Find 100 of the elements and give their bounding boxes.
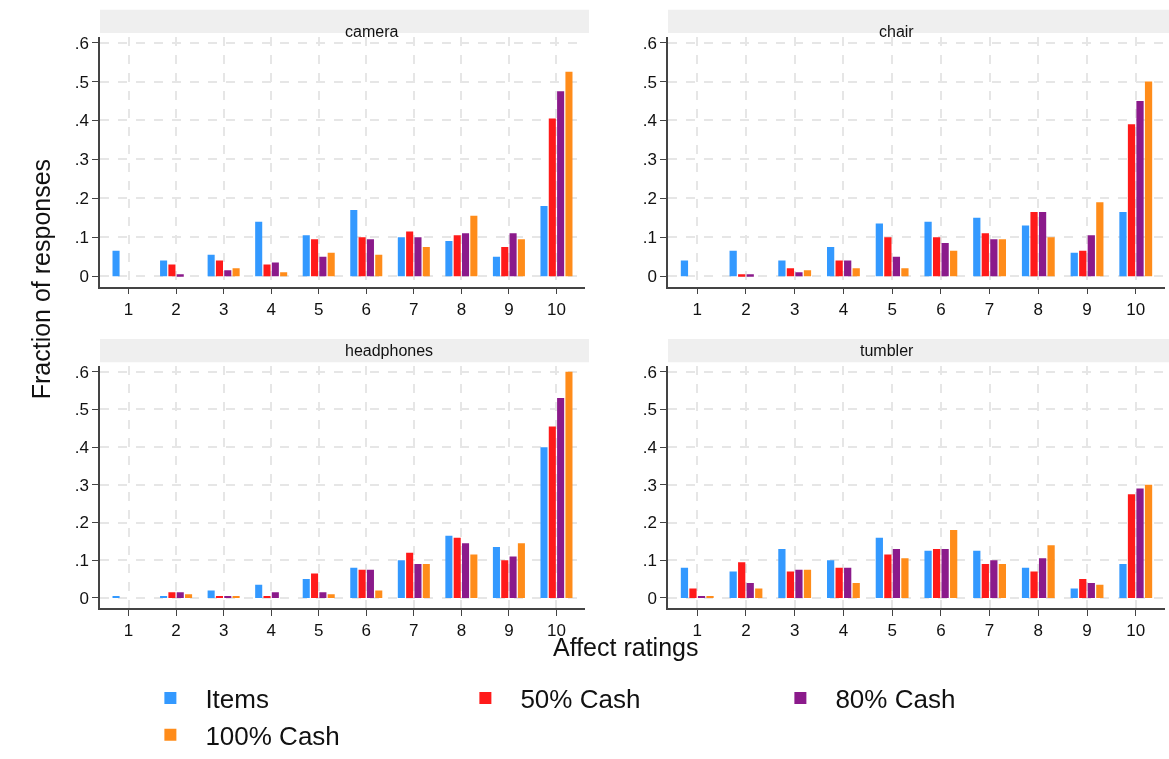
bar	[160, 596, 168, 599]
bar	[271, 262, 279, 277]
bar	[1038, 558, 1047, 598]
bar	[924, 550, 932, 598]
bar	[255, 221, 263, 277]
x-tick-label: 3	[218, 299, 229, 319]
bar	[680, 567, 689, 598]
bar	[941, 243, 949, 277]
y-tick-label: .2	[642, 189, 657, 209]
y-tick-label: .1	[642, 551, 657, 571]
bar	[1127, 494, 1136, 598]
bar	[844, 567, 852, 598]
bar	[795, 272, 803, 277]
x-tick-label: 3	[789, 299, 800, 319]
bar	[1021, 225, 1030, 277]
bar	[729, 571, 737, 598]
x-tick-label: 7	[409, 621, 419, 641]
bar	[185, 594, 193, 598]
bar	[827, 246, 835, 277]
x-tick-label: 3	[789, 621, 800, 641]
bar	[901, 268, 909, 277]
bar	[1136, 488, 1144, 598]
bar	[445, 535, 453, 598]
bar	[729, 250, 737, 277]
x-tick-label: 2	[741, 621, 751, 641]
bar	[1038, 211, 1047, 277]
bar	[462, 543, 470, 598]
bar	[414, 237, 422, 277]
bar	[1079, 250, 1087, 277]
bar	[215, 260, 223, 277]
bar	[453, 537, 461, 598]
y-tick-label: .5	[642, 400, 657, 420]
x-tick-label: 9	[504, 299, 514, 319]
chart-title: tumbler	[860, 342, 915, 359]
bar	[224, 270, 232, 277]
bar	[358, 569, 366, 598]
bar	[470, 554, 478, 598]
x-tick-label: 7	[409, 299, 419, 319]
bar	[414, 564, 422, 598]
bar	[319, 592, 327, 598]
x-tick-label: 5	[887, 621, 897, 641]
x-tick-label: 8	[456, 299, 467, 319]
bar	[540, 206, 548, 277]
bar	[941, 548, 949, 598]
bar	[350, 567, 358, 598]
y-axis-title: Fraction of responses	[26, 158, 55, 400]
bar	[1087, 235, 1095, 277]
x-tick-label: 1	[123, 621, 134, 641]
y-tick-label: .1	[642, 228, 657, 248]
x-tick-label: 2	[171, 621, 181, 641]
bar	[557, 398, 565, 598]
bar	[311, 573, 319, 598]
x-tick-label: 6	[361, 299, 371, 319]
bar	[875, 537, 883, 598]
x-tick-label: 5	[887, 299, 897, 319]
bar	[557, 91, 565, 277]
bar	[795, 569, 803, 598]
bar	[755, 588, 763, 598]
x-tick-label: 2	[171, 299, 181, 319]
bar	[1079, 579, 1087, 598]
y-tick-label: .5	[74, 72, 89, 92]
bar	[835, 260, 843, 277]
bar	[1070, 252, 1078, 277]
y-tick-label: .2	[642, 513, 657, 533]
bar	[932, 548, 941, 598]
bar	[112, 596, 120, 599]
legend-label: Items	[205, 684, 269, 715]
x-tick-label: 4	[266, 299, 276, 319]
x-tick-label: 6	[936, 621, 946, 641]
bar	[738, 562, 746, 598]
bar	[517, 239, 525, 277]
bar	[215, 596, 223, 599]
y-tick-label: .5	[74, 400, 89, 420]
bar	[168, 264, 176, 277]
bar	[1144, 81, 1153, 277]
bar	[112, 250, 120, 277]
bar	[517, 543, 525, 598]
bar	[1127, 124, 1136, 277]
bar	[852, 268, 860, 277]
bar	[501, 246, 509, 277]
bar	[453, 235, 461, 277]
y-tick-label: .1	[74, 551, 89, 571]
bar	[892, 548, 901, 598]
y-tick-label: .1	[74, 228, 89, 248]
bar	[263, 596, 271, 599]
bar	[1119, 211, 1127, 277]
x-tick-label: 1	[692, 299, 702, 319]
bar	[697, 596, 706, 599]
y-tick-label: .3	[74, 475, 89, 495]
y-tick-label: .4	[642, 111, 657, 131]
x-tick-label: 9	[1082, 621, 1092, 641]
legend-label: 100% Cash	[205, 720, 340, 751]
y-tick-label: .5	[642, 72, 657, 92]
x-tick-label: 9	[504, 621, 514, 641]
chart-title: chair	[879, 23, 915, 40]
chart-title: camera	[345, 23, 399, 40]
chart-title: headphones	[345, 342, 434, 359]
bar	[1070, 588, 1078, 598]
bar	[778, 260, 786, 277]
x-tick-label: 1	[692, 621, 702, 641]
